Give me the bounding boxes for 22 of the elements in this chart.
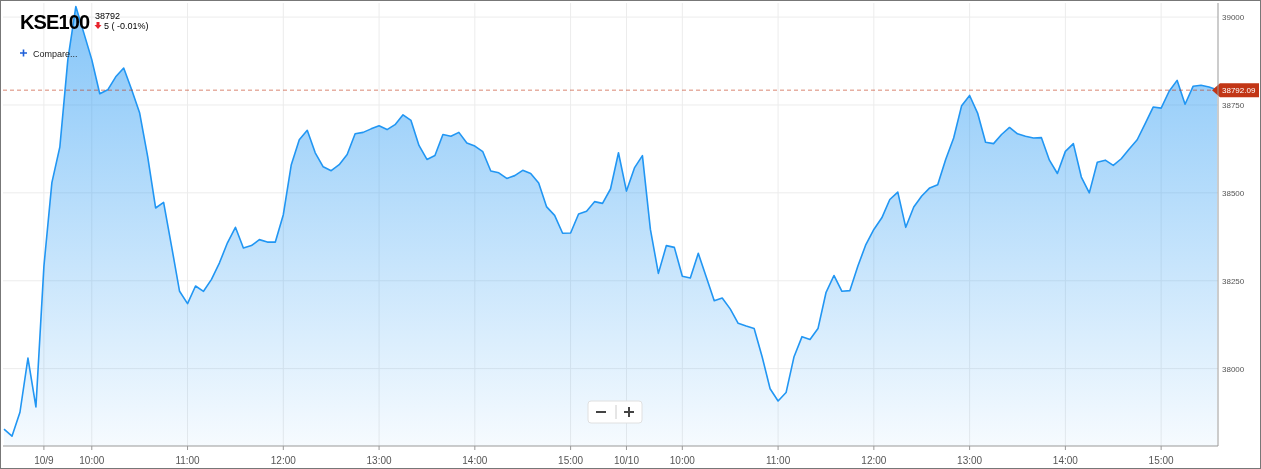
x-tick-label: 13:00 (366, 455, 393, 466)
x-tick-label: 10:00 (79, 455, 105, 466)
annotation: 38792 (95, 11, 121, 21)
x-tick-label: 12:00 (270, 455, 297, 466)
ref-line-label: 38792.09 (1222, 86, 1256, 96)
x-tick-label: 11:00 (765, 455, 791, 466)
y-tick-label: 38000 (1222, 364, 1245, 374)
y-tick-label: 39000 (1222, 13, 1245, 23)
x-tick-label: 12:00 (861, 455, 887, 466)
y-tick-label: 38250 (1222, 276, 1245, 286)
x-tick-label: 11:00 (175, 455, 201, 466)
x-tick-label: 15:00 (558, 455, 584, 466)
x-tick-label: 14:00 (462, 455, 488, 466)
x-tick-label: 10/10 (613, 455, 640, 466)
x-tick-label: 10/9 (34, 455, 55, 466)
x-tick-label: 10:00 (669, 455, 696, 466)
y-tick-label: 38500 (1222, 188, 1245, 198)
x-tick-label: 14:00 (1052, 455, 1079, 466)
x-tick-label: 15:00 (1148, 455, 1175, 466)
y-tick-label: 38750 (1222, 100, 1245, 110)
x-tick-label: 13:00 (957, 455, 983, 466)
annotation: 5 ( -0.01%) (104, 21, 149, 31)
